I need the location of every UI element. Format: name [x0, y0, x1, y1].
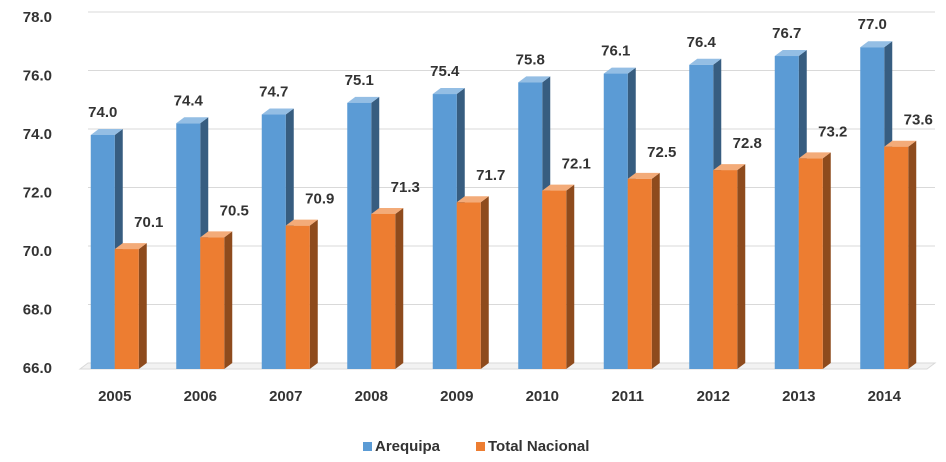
bar-top	[627, 172, 660, 179]
bar-top	[518, 76, 551, 83]
bar-top	[884, 140, 917, 147]
bar-top	[90, 129, 123, 135]
data-label: 70.9	[305, 191, 334, 208]
bar-side	[566, 184, 575, 369]
bar-top	[114, 243, 147, 250]
bar	[713, 170, 738, 369]
x-tick-label: 2006	[184, 388, 217, 405]
data-label: 71.7	[476, 167, 505, 184]
bar-top	[542, 184, 575, 191]
bar-top	[261, 108, 294, 115]
data-label: 76.1	[601, 43, 630, 60]
bar	[176, 123, 201, 369]
bar	[285, 225, 310, 369]
data-label: 75.4	[430, 63, 460, 80]
bar-top	[432, 88, 465, 95]
bar	[603, 73, 628, 369]
data-label: 72.8	[733, 135, 762, 152]
y-tick-label: 78.0	[23, 9, 52, 26]
x-tick-label: 2013	[782, 388, 815, 405]
bar	[884, 146, 909, 369]
bar	[261, 114, 286, 370]
bar-top	[176, 117, 209, 124]
bar-top	[371, 207, 404, 214]
bar-top	[774, 50, 807, 57]
data-label: 70.5	[220, 202, 249, 219]
data-label: 73.6	[904, 112, 933, 129]
bar-side	[480, 196, 489, 369]
bar-top	[285, 219, 318, 226]
bar	[627, 178, 652, 369]
bar-top	[456, 196, 489, 203]
bar-top	[603, 67, 636, 74]
bar	[542, 190, 567, 369]
data-label: 76.4	[687, 34, 717, 51]
data-label: 72.1	[562, 156, 591, 173]
bar-top	[200, 231, 233, 238]
bar	[347, 102, 372, 369]
data-label: 75.1	[345, 72, 374, 89]
legend-label: Arequipa	[375, 438, 441, 455]
bar-side	[822, 152, 831, 369]
bar-top	[798, 152, 831, 159]
bar-side	[737, 164, 746, 369]
bar	[90, 135, 115, 369]
y-tick-label: 72.0	[23, 184, 52, 201]
legend-label: Total Nacional	[488, 438, 589, 455]
y-tick-label: 76.0	[23, 67, 52, 84]
legend-swatch	[476, 442, 485, 451]
bar-side	[908, 140, 917, 369]
data-label: 73.2	[818, 123, 847, 140]
bar	[114, 249, 139, 369]
data-label: 74.7	[259, 83, 288, 100]
bar	[432, 94, 457, 370]
bar	[860, 47, 885, 369]
x-tick-label: 2014	[868, 388, 902, 405]
data-label: 70.1	[134, 214, 163, 231]
bar-side	[395, 207, 404, 369]
x-tick-label: 2005	[98, 388, 131, 405]
bar	[371, 213, 396, 369]
bar-side	[651, 172, 660, 369]
bar	[518, 82, 543, 369]
bar	[200, 237, 225, 369]
data-label: 76.7	[772, 25, 801, 42]
x-tick-label: 2007	[269, 388, 302, 405]
bar-top	[689, 58, 722, 65]
data-label: 74.4	[174, 92, 204, 109]
y-tick-label: 66.0	[23, 360, 52, 377]
x-tick-label: 2011	[611, 388, 644, 405]
data-label: 74.0	[88, 104, 117, 121]
y-tick-label: 74.0	[23, 126, 52, 143]
bar-top	[860, 41, 893, 48]
bar	[798, 158, 823, 369]
bar	[689, 64, 714, 370]
bar	[456, 202, 481, 369]
x-tick-label: 2008	[355, 388, 388, 405]
bar-side	[138, 243, 147, 369]
y-tick-label: 68.0	[23, 301, 52, 318]
x-tick-label: 2010	[526, 388, 559, 405]
x-tick-label: 2009	[440, 388, 473, 405]
x-tick-label: 2012	[697, 388, 730, 405]
data-label: 75.8	[516, 51, 545, 68]
data-label: 72.5	[647, 144, 676, 161]
bar	[774, 56, 799, 370]
bar-top	[347, 96, 380, 103]
legend-swatch	[363, 442, 372, 451]
data-label: 71.3	[391, 179, 420, 196]
bar-top	[713, 164, 746, 171]
data-label: 77.0	[858, 16, 887, 33]
y-tick-label: 70.0	[23, 243, 52, 260]
bar-side	[224, 231, 233, 369]
bar-side	[309, 219, 318, 369]
